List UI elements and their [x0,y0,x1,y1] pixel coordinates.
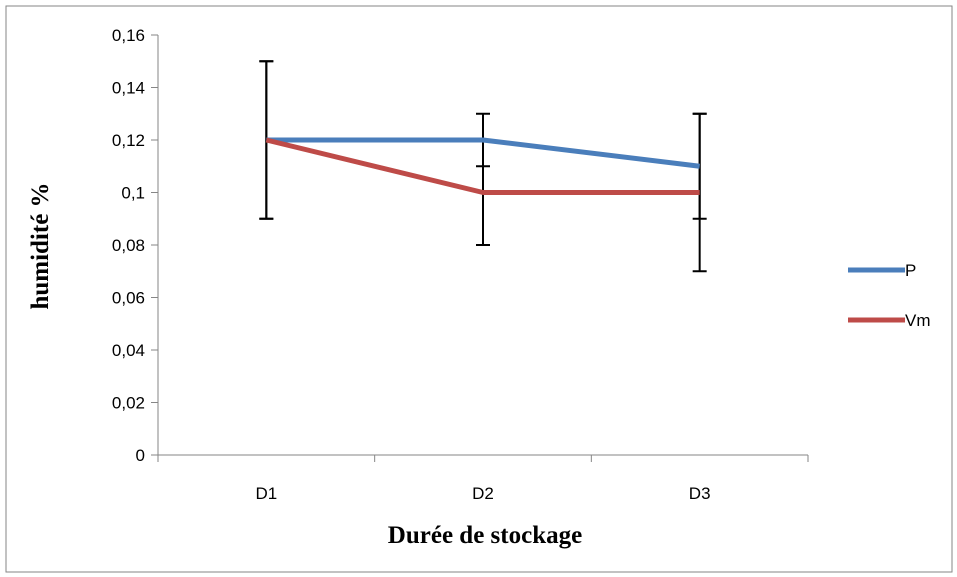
series-line-vm [265,137,700,195]
x-tick-label: D3 [689,484,711,503]
y-tick-label: 0,02 [112,394,145,413]
x-axis-title: Durée de stockage [388,522,582,549]
chart-border [5,5,953,573]
y-tick-label: 0,12 [112,131,145,150]
y-tick-labels: 0 0,02 0,04 0,06 0,08 0,1 0,12 0,14 0,16 [112,26,158,465]
y-tick-label: 0 [136,446,145,465]
y-tick-label: 0,04 [112,341,145,360]
y-tick-label: 0,16 [112,26,145,45]
x-tick-label: D1 [255,484,277,503]
x-tick-label: D2 [472,484,494,503]
y-tick-label: 0,1 [121,184,145,203]
y-axis-title: humidité % [27,182,54,309]
legend: P Vm [848,261,931,330]
x-tick-labels: D1 D2 D3 [157,455,809,503]
y-tick-label: 0,06 [112,289,145,308]
y-tick-label: 0,14 [112,79,145,98]
series-lines [265,137,700,195]
y-tick-label: 0,08 [112,236,145,255]
legend-label-p: P [905,261,916,280]
legend-label-vm: Vm [905,311,931,330]
series-line-p [266,137,700,169]
